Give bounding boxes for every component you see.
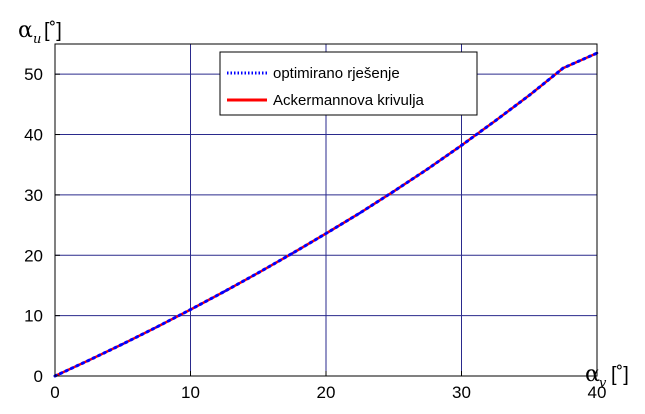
y-axis-symbol: α [18, 18, 33, 43]
series-point-0 [494, 119, 497, 122]
series-point-0 [257, 271, 260, 274]
x-tick-label: 0 [50, 383, 59, 402]
series-point-0 [121, 342, 124, 346]
y-axis-unit: [˚] [44, 20, 62, 42]
y-tick-label: 30 [24, 186, 43, 205]
y-tick-label: 20 [24, 246, 43, 265]
x-tick-label: 40 [588, 383, 607, 402]
series-point-0 [223, 290, 226, 293]
legend: optimirano rješenje Ackermannova krivulj… [219, 51, 478, 116]
legend-box [219, 51, 478, 116]
series-point-0 [528, 94, 531, 97]
x-axis-label: α v [˚] [585, 362, 629, 391]
series-point-0 [155, 325, 158, 329]
y-tick-label: 50 [24, 65, 43, 84]
y-tick-label: 10 [24, 307, 43, 326]
y-tick-labels: 0 10 20 30 40 50 [24, 65, 60, 386]
x-tick-label: 30 [452, 383, 471, 402]
y-axis-label: α u [˚] [18, 18, 62, 47]
y-axis-subscript: u [33, 32, 41, 47]
y-tick-label: 40 [24, 126, 43, 145]
y-tick-label: 0 [34, 367, 43, 386]
legend-label-optimirano: optimirano rješenje [273, 65, 400, 82]
series-layer [53, 51, 599, 378]
series-point-0 [392, 190, 395, 193]
series-point-0 [189, 308, 192, 311]
legend-label-ackermann: Ackermannova krivulja [273, 92, 425, 109]
series-point-0 [324, 232, 328, 235]
x-tick-labels: 0 10 20 30 40 [50, 371, 606, 402]
series-point-0 [87, 359, 91, 362]
x-tick-label: 10 [181, 383, 200, 402]
series-point-0 [290, 252, 294, 255]
x-tick-label: 20 [317, 383, 336, 402]
x-axis-subscript: v [599, 376, 607, 391]
x-axis-unit: [˚] [611, 364, 629, 386]
x-axis-symbol: α [585, 362, 600, 387]
series-point-0 [561, 66, 565, 70]
series-point-0 [426, 167, 429, 171]
series-point-0 [460, 144, 463, 147]
series-point-0 [358, 211, 362, 215]
